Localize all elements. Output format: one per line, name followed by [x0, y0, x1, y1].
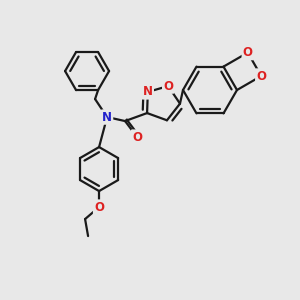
Text: N: N [143, 85, 153, 98]
Text: O: O [132, 130, 142, 144]
Text: O: O [243, 46, 253, 59]
Text: O: O [256, 70, 266, 83]
Text: O: O [163, 80, 173, 93]
Text: N: N [102, 111, 112, 124]
Text: O: O [94, 201, 104, 214]
